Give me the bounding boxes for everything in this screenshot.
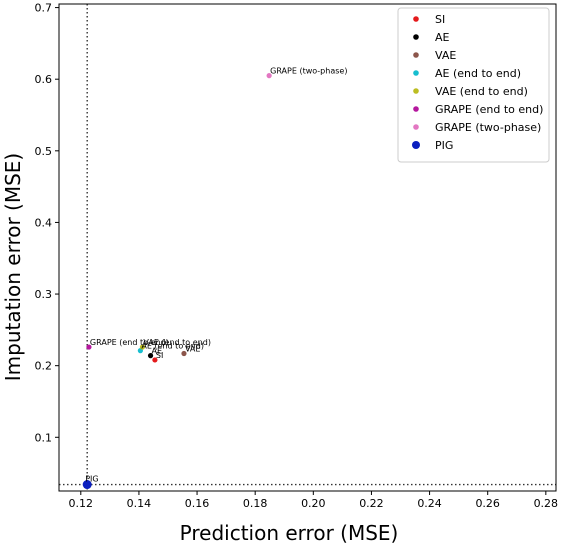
points-layer bbox=[82, 73, 272, 490]
point-label-grape-two-phase: GRAPE (two-phase) bbox=[270, 67, 347, 76]
x-tick-label: 0.14 bbox=[127, 497, 152, 510]
point-label-ae: AE bbox=[152, 347, 163, 356]
y-axis-title: Imputation error (MSE) bbox=[1, 153, 25, 382]
legend-marker-ae bbox=[413, 34, 419, 40]
reference-lines bbox=[59, 4, 556, 491]
legend-marker-si bbox=[413, 16, 419, 22]
legend-marker-grape-two-phase bbox=[413, 124, 419, 130]
point-pig bbox=[82, 480, 92, 490]
y-tick-label: 0.2 bbox=[35, 360, 53, 373]
y-tick-label: 0.4 bbox=[35, 216, 53, 229]
y-tick-label: 0.3 bbox=[35, 288, 53, 301]
legend: SI AE VAE AE (end to end) VAE (end to end) GR… bbox=[397, 7, 550, 163]
point-label-vae: VAE bbox=[185, 344, 201, 353]
x-tick-label: 0.20 bbox=[301, 497, 326, 510]
x-tick-label: 0.12 bbox=[69, 497, 94, 510]
x-tick-label: 0.26 bbox=[475, 497, 500, 510]
x-axis-title: Prediction error (MSE) bbox=[180, 521, 399, 545]
x-tick-label: 0.24 bbox=[417, 497, 442, 510]
legend-label-vae: VAE bbox=[435, 49, 456, 62]
legend-label-grape-two-phase: GRAPE (two-phase) bbox=[435, 121, 541, 134]
point-label-ae-end-to-end: AE (end to end) bbox=[141, 342, 204, 351]
point-si bbox=[152, 357, 158, 363]
tick-layer: 0.12 0.14 0.16 0.18 0.20 0.22 0.24 0.26 0.28 0.1 0… bbox=[35, 2, 559, 510]
legend-label-ae-end-to-end: AE (end to end) bbox=[435, 67, 521, 80]
point-vae bbox=[181, 350, 187, 357]
x-tick-label: 0.16 bbox=[185, 497, 210, 510]
point-label-pig: PIG bbox=[85, 475, 98, 484]
legend-marker-vae bbox=[413, 52, 419, 58]
legend-marker-ae-end-to-end bbox=[413, 70, 419, 76]
legend-label-pig: PIG bbox=[435, 139, 453, 152]
plot-area-frame bbox=[58, 3, 557, 492]
legend-label-si: SI bbox=[435, 13, 445, 26]
x-tick-label: 0.18 bbox=[243, 497, 268, 510]
point-grape-end-to-end bbox=[86, 344, 92, 350]
point-label-vae-end-to-end: VAE (end to end) bbox=[143, 338, 211, 347]
point-label-si: SI bbox=[156, 351, 163, 360]
legend-label-ae: AE bbox=[435, 31, 450, 44]
point-label-grape-end-to-end: GRAPE (end to end) bbox=[90, 338, 169, 347]
point-vae-end-to-end bbox=[139, 344, 146, 350]
legend-label-grape-end-to-end: GRAPE (end to end) bbox=[435, 103, 543, 116]
legend-frame bbox=[397, 7, 550, 163]
legend-marker-grape-end-to-end bbox=[413, 106, 419, 112]
y-tick-label: 0.6 bbox=[35, 73, 53, 86]
legend-marker-vae-end-to-end bbox=[413, 88, 419, 94]
y-tick-label: 0.5 bbox=[35, 145, 53, 158]
point-grape-two-phase bbox=[266, 73, 272, 79]
legend-marker-pig bbox=[412, 141, 420, 149]
x-tick-label: 0.28 bbox=[534, 497, 559, 510]
legend-label-vae-end-to-end: VAE (end to end) bbox=[435, 85, 528, 98]
y-tick-label: 0.7 bbox=[35, 2, 53, 15]
y-tick-label: 0.1 bbox=[35, 431, 53, 444]
point-ae bbox=[147, 353, 154, 359]
x-tick-label: 0.22 bbox=[359, 497, 384, 510]
